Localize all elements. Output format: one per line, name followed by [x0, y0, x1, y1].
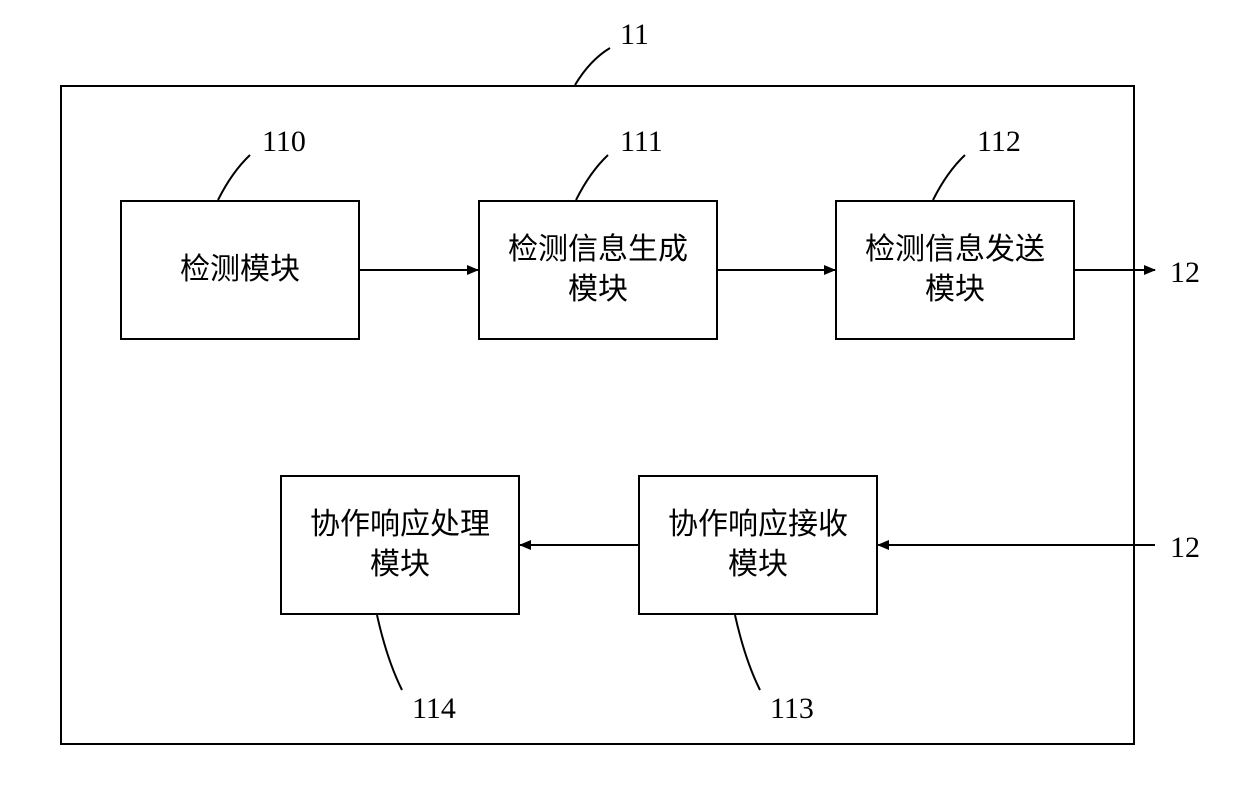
block-110: 检测模块 — [120, 200, 360, 340]
block-111-line1: 检测信息生成 — [508, 230, 688, 271]
block-111-line2: 模块 — [508, 270, 688, 311]
callout-11 — [575, 48, 610, 85]
block-112-line1: 检测信息发送 — [865, 230, 1045, 271]
block-110-line1: 检测模块 — [180, 250, 300, 291]
label-110: 110 — [262, 125, 306, 159]
label-12-top: 12 — [1170, 256, 1200, 290]
container-11 — [60, 85, 1135, 745]
block-112-line2: 模块 — [865, 270, 1045, 311]
block-113-line2: 模块 — [668, 545, 848, 586]
label-112: 112 — [977, 125, 1021, 159]
label-11: 11 — [620, 18, 649, 52]
label-114: 114 — [412, 692, 456, 726]
block-111: 检测信息生成 模块 — [478, 200, 718, 340]
diagram-stage: 检测模块 检测信息生成 模块 检测信息发送 模块 协作响应接收 模块 协作响应处… — [0, 0, 1240, 804]
block-114-line1: 协作响应处理 — [310, 505, 490, 546]
label-12-bot: 12 — [1170, 531, 1200, 565]
block-112: 检测信息发送 模块 — [835, 200, 1075, 340]
block-113-line1: 协作响应接收 — [668, 505, 848, 546]
label-113: 113 — [770, 692, 814, 726]
block-114-line2: 模块 — [310, 545, 490, 586]
label-111: 111 — [620, 125, 663, 159]
block-113: 协作响应接收 模块 — [638, 475, 878, 615]
block-114: 协作响应处理 模块 — [280, 475, 520, 615]
